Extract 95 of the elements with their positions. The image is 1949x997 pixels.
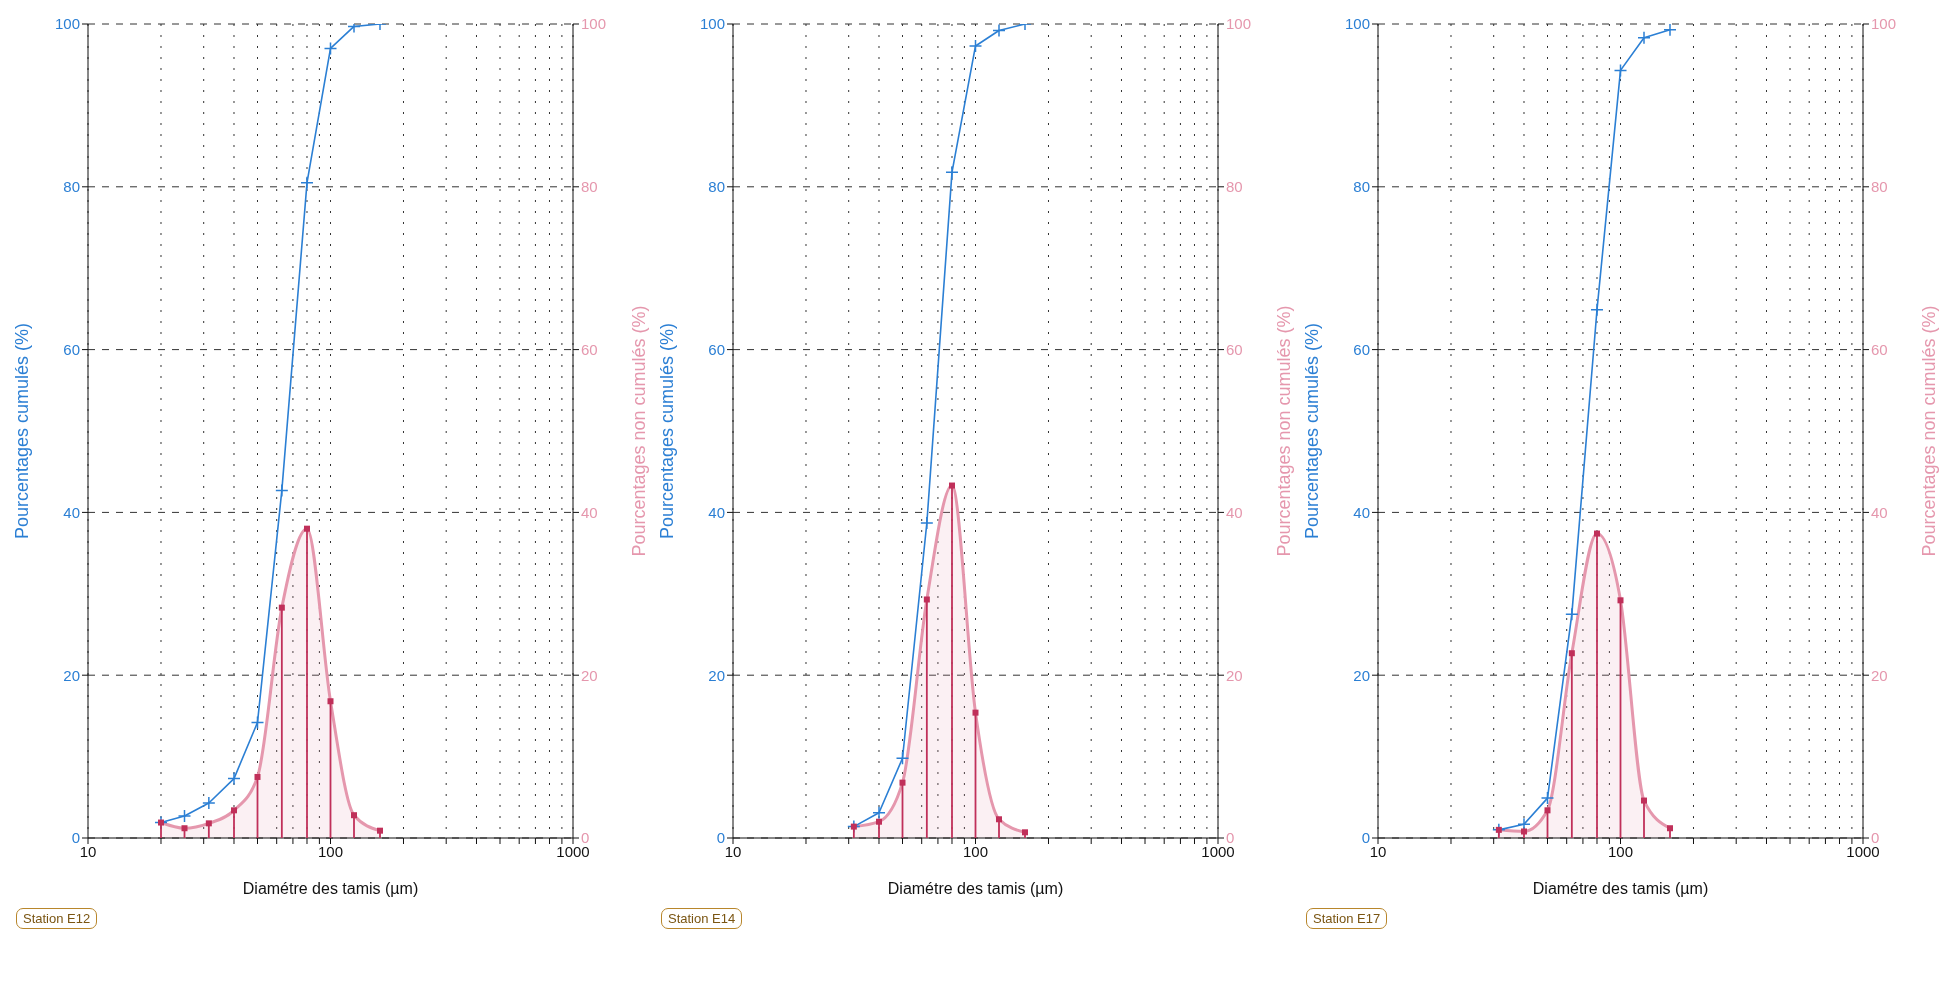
- point: [972, 709, 979, 716]
- y2-axis-title: Pourcentages non cumulés (%): [1274, 305, 1295, 557]
- y2-tick-label: 20: [1871, 666, 1888, 684]
- point: [876, 818, 882, 825]
- point: [1565, 607, 1579, 621]
- point: [1495, 826, 1502, 833]
- text: Station E14: [661, 908, 743, 929]
- point: [300, 175, 314, 190]
- point: [899, 779, 906, 786]
- y2-tick-label: 80: [581, 178, 598, 196]
- point: [895, 751, 910, 765]
- point: [327, 698, 334, 705]
- point: [304, 525, 310, 532]
- y2-tick-label: 40: [581, 503, 598, 521]
- point: [181, 825, 188, 832]
- y2-axis-title: Pourcentages non cumulés (%): [1919, 305, 1940, 557]
- y-tick-label: 100: [54, 15, 80, 33]
- point: [323, 41, 338, 56]
- y-tick-label: 40: [708, 503, 725, 521]
- point: [1667, 825, 1673, 832]
- point: [1540, 791, 1555, 805]
- y-tick-label: 60: [1353, 340, 1370, 358]
- point: [177, 809, 192, 823]
- y-tick-label: 0: [1361, 829, 1370, 847]
- y-tick-label: 80: [63, 178, 80, 196]
- point: [1613, 63, 1628, 78]
- y2-tick-label: 20: [1226, 666, 1243, 684]
- point: [250, 715, 265, 730]
- point: [1590, 302, 1604, 317]
- y2-tick-label: 60: [581, 340, 598, 358]
- point: [920, 516, 934, 530]
- point: [968, 39, 983, 53]
- y-tick-label: 40: [63, 503, 80, 521]
- y-tick-label: 20: [63, 666, 80, 684]
- x-tick-label: 10: [724, 842, 742, 860]
- y-tick-label: 0: [716, 829, 725, 847]
- y-tick-label: 20: [708, 666, 725, 684]
- x-tick-label: 10: [79, 842, 97, 860]
- y2-tick-label: 40: [1226, 503, 1243, 521]
- point: [377, 827, 383, 834]
- point: [231, 807, 237, 814]
- y2-tick-label: 20: [581, 666, 598, 684]
- x-axis-title: Diamétre des tamis (µm): [1532, 880, 1709, 897]
- point: [205, 820, 212, 827]
- point: [351, 812, 357, 819]
- point: [254, 773, 261, 780]
- point: [275, 483, 289, 498]
- y2-tick-label: 100: [1871, 15, 1897, 33]
- y2-tick-label: 60: [1871, 340, 1888, 358]
- y-tick-label: 60: [708, 340, 725, 358]
- point: [158, 819, 164, 826]
- point: [996, 816, 1002, 823]
- y-tick-label: 100: [1344, 15, 1370, 33]
- text: Station E17: [1306, 908, 1388, 929]
- y-axis-title: Pourcentages cumulés (%): [1302, 322, 1323, 540]
- point: [949, 482, 955, 489]
- point: [1594, 530, 1600, 537]
- point: [1568, 650, 1575, 657]
- y-axis-title: Pourcentages cumulés (%): [12, 322, 33, 540]
- y2-tick-label: 40: [1871, 503, 1888, 521]
- y-tick-label: 0: [71, 829, 80, 847]
- y-tick-label: 100: [699, 15, 725, 33]
- y-tick-label: 40: [1353, 503, 1370, 521]
- point: [1544, 807, 1551, 814]
- x-tick-label: 10: [1369, 842, 1387, 860]
- y2-tick-label: 100: [581, 15, 607, 33]
- y2-axis-title: Pourcentages non cumulés (%): [629, 305, 650, 557]
- point: [1641, 797, 1647, 804]
- x-tick-label: 100: [962, 842, 989, 860]
- point: [278, 604, 285, 611]
- point: [945, 165, 959, 179]
- y2-tick-label: 100: [1226, 15, 1252, 33]
- x-axis-title: Diamétre des tamis (µm): [887, 880, 1064, 897]
- point: [1517, 817, 1531, 831]
- y-tick-label: 80: [708, 178, 725, 196]
- point: [1663, 24, 1677, 37]
- text: Station E12: [16, 908, 98, 929]
- y2-tick-label: 60: [1226, 340, 1243, 358]
- y2-tick-label: 80: [1226, 178, 1243, 196]
- point: [227, 771, 241, 786]
- x-tick-label: 100: [317, 842, 344, 860]
- x-axis-title: Diamétre des tamis (µm): [242, 880, 419, 897]
- point: [1617, 597, 1624, 604]
- point: [202, 796, 216, 810]
- point: [923, 596, 930, 603]
- y-tick-label: 20: [1353, 666, 1370, 684]
- y2-tick-label: 80: [1871, 178, 1888, 196]
- y-axis-title: Pourcentages cumulés (%): [657, 322, 678, 540]
- point: [992, 24, 1006, 38]
- x-tick-label: 100: [1607, 842, 1634, 860]
- point: [850, 823, 857, 830]
- y-tick-label: 60: [63, 340, 80, 358]
- y-tick-label: 80: [1353, 178, 1370, 196]
- point: [1637, 31, 1651, 45]
- point: [872, 806, 886, 820]
